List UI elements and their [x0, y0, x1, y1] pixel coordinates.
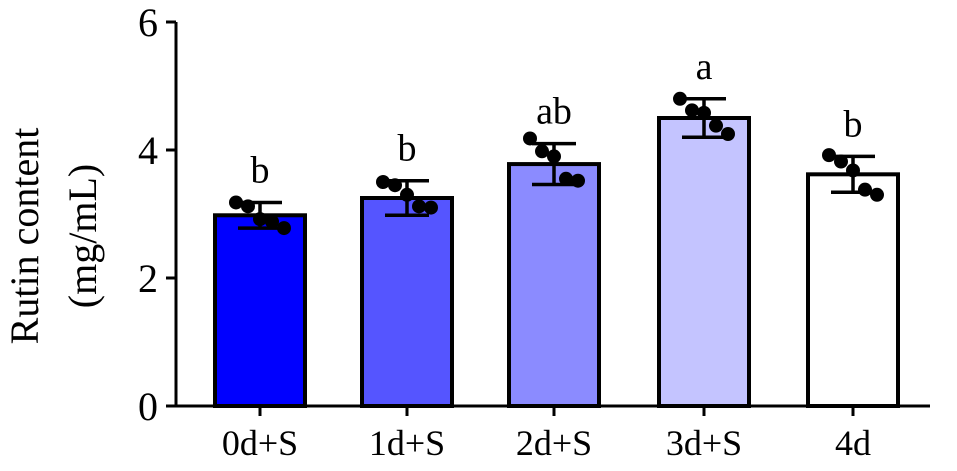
x-tick-label: 2d+S [516, 423, 592, 463]
data-point [547, 149, 561, 164]
data-point [697, 105, 711, 120]
data-point [277, 221, 291, 236]
data-point [673, 91, 687, 106]
bar [360, 196, 454, 408]
significance-label: ab [536, 91, 572, 133]
bar [507, 162, 601, 408]
bar [657, 116, 751, 408]
significance-label: b [844, 103, 863, 145]
data-point [412, 199, 426, 214]
data-point [253, 212, 267, 227]
significance-label: a [696, 46, 713, 88]
significance-label: b [251, 149, 270, 191]
bar [213, 213, 307, 408]
data-point [523, 131, 537, 146]
plot-area: 0 2 4 6 0d+S b 1d+S b 2d+S ab 3d+S a 4d b [138, 0, 930, 463]
y-axis-title-line1: Rutin content [2, 128, 47, 345]
data-point [709, 118, 723, 133]
data-point [559, 171, 573, 186]
data-point [834, 154, 848, 169]
data-point [870, 187, 884, 202]
x-tick-label: 3d+S [666, 423, 742, 463]
y-axis-title-line2: (mg/mL) [60, 164, 105, 308]
bar [806, 172, 900, 408]
y-tick-label: 4 [138, 128, 158, 173]
data-point [571, 173, 585, 188]
x-tick-label: 4d [835, 423, 871, 463]
y-tick-label: 2 [138, 256, 158, 301]
significance-label: b [398, 128, 417, 170]
data-point [376, 175, 390, 189]
x-tick-label: 0d+S [222, 423, 298, 463]
data-point [846, 163, 860, 178]
data-point [241, 199, 255, 214]
data-point [388, 178, 402, 193]
y-tick-label: 6 [138, 0, 158, 45]
data-point [424, 200, 438, 215]
y-axis-title: Rutin content (mg/mL) [2, 128, 105, 345]
data-point [685, 103, 699, 118]
data-point [265, 214, 279, 229]
data-point [535, 144, 549, 159]
data-point [822, 148, 836, 163]
x-tick-label: 1d+S [369, 423, 445, 463]
data-point [229, 195, 243, 210]
data-point [858, 182, 872, 197]
data-point [721, 127, 735, 141]
y-tick-label: 0 [138, 384, 158, 429]
data-point [400, 187, 414, 202]
